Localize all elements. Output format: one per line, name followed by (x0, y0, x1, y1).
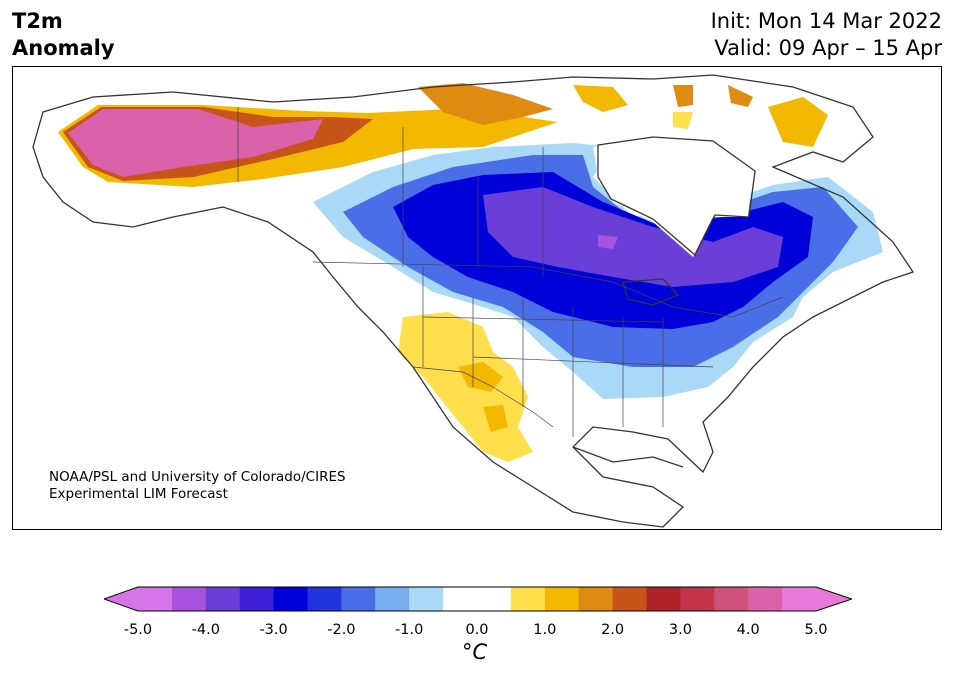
colorbar-segment (782, 587, 817, 611)
forecast-dates: Init: Mon 14 Mar 2022 Valid: 09 Apr – 15… (711, 8, 942, 62)
states-lat-1 (422, 316, 664, 323)
cold-anomaly-core (483, 187, 783, 287)
colorbar-tick-label: 2.0 (601, 622, 625, 638)
colorbar-tick-label: 1.0 (533, 622, 557, 638)
map-title: T2m Anomaly (12, 8, 115, 62)
colorbar-tick-label: -3.0 (259, 622, 288, 638)
colorbar-segment (205, 587, 241, 611)
colorbar-segment (307, 587, 342, 611)
credit-text: NOAA/PSL and University of Colorado/CIRE… (49, 469, 346, 503)
warm-anomaly-arctic-1 (418, 83, 553, 125)
north-america-outline (32, 74, 915, 528)
colorbar-segment (510, 587, 546, 611)
colorbar-segment (646, 587, 681, 611)
warm-anomaly-arctic-2 (573, 85, 628, 112)
credit-line-1: NOAA/PSL and University of Colorado/CIRE… (49, 469, 346, 485)
credit-line-2: Experimental LIM Forecast (49, 486, 228, 502)
anomaly-map (12, 66, 942, 530)
colorbar-segment (680, 587, 715, 611)
colorbar-tick-label: -5.0 (123, 622, 153, 638)
cold-anomaly-peak (598, 235, 618, 249)
colorbar-segment (273, 587, 308, 611)
anomaly-fills (58, 83, 883, 462)
colorbar-segment (443, 587, 478, 611)
colorbar-svg (102, 586, 854, 612)
colorbar-over-arrow (816, 587, 852, 611)
colorbar-under-arrow (104, 587, 138, 611)
colorbar (102, 586, 854, 616)
colorbar-tick-label: -2.0 (327, 622, 356, 638)
valid-dates: Valid: 09 Apr – 15 Apr (714, 36, 942, 60)
colorbar-segment (341, 587, 376, 611)
colorbar-segment (138, 587, 173, 611)
canada-us-border (312, 261, 784, 318)
warm-anomaly-southwest-core-2 (483, 405, 508, 432)
colorbar-tick-label: 5.0 (804, 622, 828, 638)
colorbar-segment (544, 587, 580, 611)
colorbar-segment (375, 587, 410, 611)
states-lat-2 (472, 356, 714, 368)
hudson-bay-neutral (593, 139, 753, 257)
hudson-bay-coast (597, 136, 756, 257)
colorbar-segment (714, 587, 749, 611)
warm-anomaly-arctic-4 (728, 85, 753, 107)
colorbar-tick-label: 3.0 (668, 622, 692, 638)
title-line-2: Anomaly (12, 36, 115, 60)
warm-anomaly-arctic-3 (673, 85, 693, 107)
colorbar-segment (612, 587, 647, 611)
warm-anomaly-arctic-5 (768, 97, 828, 147)
us-mexico-border (412, 366, 554, 428)
colorbar-tick-label: -4.0 (191, 622, 220, 638)
warm-anomaly-southwest (398, 312, 533, 462)
colorbar-segment (748, 587, 783, 611)
colorbar-tick-label: -1.0 (395, 622, 424, 638)
colorbar-segment (239, 587, 275, 611)
warm-anomaly-arctic-6 (673, 112, 693, 129)
warm-anomaly-southwest-core-1 (458, 362, 503, 392)
colorbar-tick-label: 4.0 (736, 622, 760, 638)
colorbar-segment (171, 587, 207, 611)
great-lakes (622, 278, 680, 306)
colorbar-units: °C (462, 640, 488, 664)
colorbar-segment (477, 587, 512, 611)
colorbar-segment (578, 587, 614, 611)
map-canvas (32, 74, 915, 528)
colorbar-segment (409, 587, 444, 611)
gulf-coast (572, 446, 684, 468)
political-borders (237, 107, 784, 437)
coastlines (32, 74, 915, 528)
init-date: Init: Mon 14 Mar 2022 (710, 9, 942, 33)
warm-anomaly-alaska-peak (68, 109, 323, 177)
colorbar-tick-label: 0.0 (465, 622, 489, 638)
title-line-1: T2m (12, 9, 63, 33)
